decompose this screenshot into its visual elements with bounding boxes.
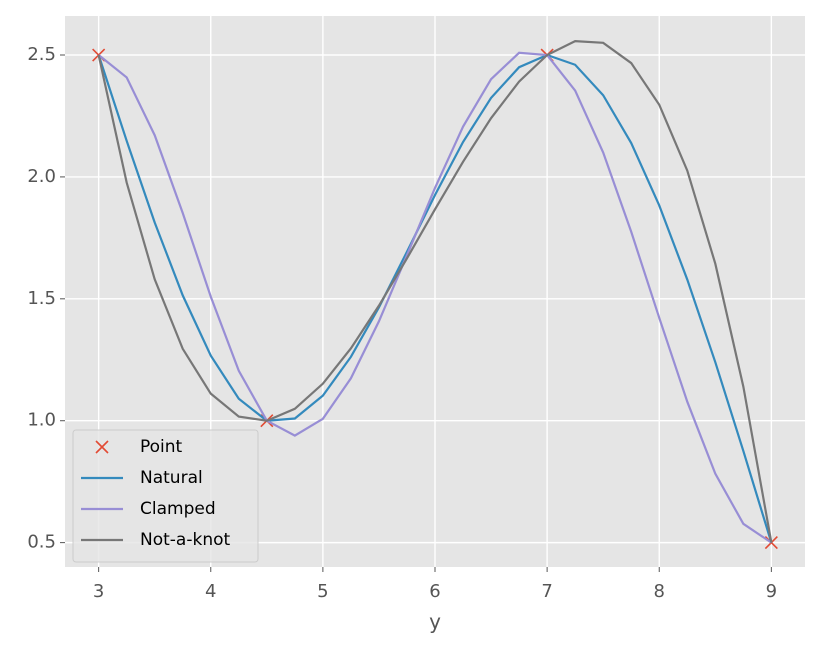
x-tick-label: 9	[766, 581, 777, 602]
x-tick-label: 3	[93, 581, 104, 602]
series-line	[97, 53, 773, 543]
y-tick-label: 1.5	[27, 288, 56, 309]
x-axis-label: y	[429, 610, 441, 634]
legend-label: Natural	[140, 468, 203, 488]
legend-label: Clamped	[140, 499, 216, 519]
y-tick-label: 2.0	[27, 166, 56, 187]
series-line	[97, 51, 772, 544]
y-tick-label: 1.0	[27, 410, 56, 431]
legend-box	[72, 429, 259, 563]
x-tick-label: 5	[317, 581, 328, 602]
x-tick-label: 6	[429, 581, 440, 602]
legend-label: Point	[140, 437, 183, 457]
point-marker	[95, 440, 109, 454]
series-line	[97, 39, 773, 543]
x-tick-label: 7	[541, 581, 552, 602]
x-tick-label: 4	[205, 581, 216, 602]
x-tick-label: 8	[654, 581, 665, 602]
y-tick-label: 2.5	[27, 44, 56, 65]
y-tick-label: 0.5	[27, 532, 56, 553]
legend-label: Not-a-knot	[140, 530, 230, 550]
